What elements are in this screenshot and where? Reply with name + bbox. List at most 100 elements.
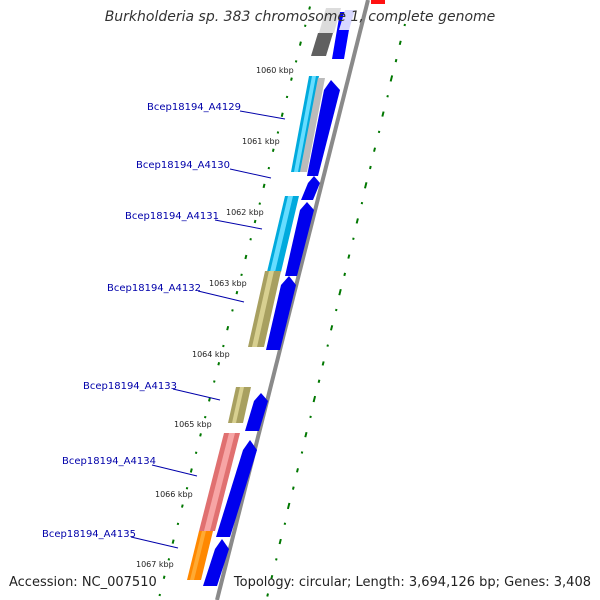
gene-feature-a4133 [232, 387, 244, 423]
gc-skew-dot [244, 254, 248, 260]
gc-skew-dot [213, 380, 216, 383]
cds-arrow [301, 176, 320, 200]
label-leader-line [239, 110, 286, 120]
gc-skew-dot [381, 111, 385, 117]
gc-skew-dot [343, 272, 347, 277]
gc-skew-dot [285, 95, 289, 99]
gc-skew-dot [329, 325, 334, 331]
gc-skew-dot [326, 344, 329, 347]
gc-skew-dot [276, 131, 280, 134]
grey-feature [311, 33, 333, 56]
gc-skew-dot [249, 237, 252, 241]
accession-text: Accession: NC_007510 [9, 575, 157, 590]
gc-skew-dot [309, 415, 312, 419]
red-feature [371, 0, 385, 4]
kbp-tick-label: 1063 kbp [209, 279, 247, 288]
cds-arrow [245, 393, 268, 431]
gc-skew-dot [389, 75, 394, 82]
gc-skew-dot [373, 147, 377, 152]
gc-skew-dot [352, 237, 355, 240]
gc-skew-dot [386, 95, 389, 98]
gc-skew-track [158, 6, 406, 597]
gc-skew-dot [167, 558, 171, 561]
cds-arrow [266, 276, 296, 350]
gene-label-a4132[interactable]: Bcep18194_A4132 [107, 283, 201, 294]
grey-feature [300, 78, 325, 172]
gc-skew-dot [335, 308, 338, 312]
gc-skew-dot [240, 273, 243, 277]
cds-arrow [307, 80, 340, 176]
label-leader-line [130, 536, 179, 549]
gc-skew-dot [303, 24, 307, 28]
grey-feature [319, 8, 341, 33]
cds-arrow [216, 440, 257, 537]
gc-skew-dot [189, 468, 193, 473]
gc-skew-dot [271, 148, 275, 153]
gc-skew-dot [258, 202, 261, 205]
gc-skew-dot [181, 504, 184, 508]
gc-skew-dot [291, 486, 295, 490]
gene-label-a4134[interactable]: Bcep18194_A4134 [62, 456, 156, 467]
kbp-tick-label: 1062 kbp [226, 208, 264, 217]
gene-label-a4131[interactable]: Bcep18194_A4131 [125, 211, 219, 222]
gc-skew-dot [162, 575, 166, 579]
gene-feature-a4134 [204, 433, 235, 531]
kbp-tick-label: 1064 kbp [192, 350, 230, 359]
gc-skew-dot [338, 288, 342, 296]
gene-label-a4133[interactable]: Bcep18194_A4133 [83, 381, 177, 392]
gene-label-a4135[interactable]: Bcep18194_A4135 [42, 529, 136, 540]
kbp-tick-label: 1065 kbp [174, 420, 212, 429]
gc-skew-dot [275, 558, 278, 561]
gc-skew-dot [222, 344, 225, 348]
gc-skew-dot [203, 415, 207, 419]
genome-backbone [215, 0, 370, 600]
kbp-tick-label: 1066 kbp [155, 490, 193, 499]
label-leader-line [229, 168, 272, 179]
gene-feature-a4129 [294, 76, 316, 172]
cds-arrow [203, 539, 229, 586]
gene-feature-a4131 [270, 196, 293, 272]
cds-arrow [285, 202, 314, 276]
gc-skew-dot [308, 6, 311, 10]
gc-skew-dot [199, 433, 202, 437]
gc-skew-dot [158, 593, 161, 597]
gc-skew-dot [347, 254, 351, 259]
gene-feature-a4135 [190, 531, 206, 580]
gc-skew-dot [304, 431, 308, 438]
gc-skew-dot [185, 487, 189, 490]
gc-skew-dot [300, 451, 304, 454]
gene-label-a4129[interactable]: Bcep18194_A4129 [147, 102, 241, 113]
cds-arrow [339, 10, 355, 30]
gc-skew-dot [403, 23, 406, 27]
gc-skew-dot [295, 468, 299, 473]
gc-skew-dot [317, 379, 321, 383]
gc-skew-dot [360, 201, 364, 205]
gc-skew-dot [217, 362, 221, 366]
label-leader-line [197, 290, 245, 303]
gc-skew-dot [394, 58, 398, 63]
kbp-tick-label: 1061 kbp [242, 137, 280, 146]
gc-skew-dot [253, 219, 257, 224]
gc-skew-dot [194, 451, 198, 454]
gc-skew-dot [267, 166, 271, 170]
gene-label-a4130[interactable]: Bcep18194_A4130 [136, 160, 230, 171]
gc-skew-dot [278, 538, 282, 545]
gc-skew-dot [377, 130, 381, 134]
gc-skew-dot [286, 502, 291, 510]
gc-skew-dot [369, 165, 372, 170]
gc-skew-dot [176, 522, 180, 526]
label-leader-line [151, 464, 198, 477]
gc-skew-dot [262, 183, 266, 189]
kbp-tick-label: 1060 kbp [256, 66, 294, 75]
gc-skew-dot [171, 539, 175, 544]
gc-skew-dot [266, 593, 269, 597]
gc-skew-dot [231, 309, 234, 312]
label-leader-line [214, 219, 263, 230]
gc-skew-dot [294, 60, 298, 63]
gc-skew-dot [398, 40, 402, 46]
gc-skew-dot [290, 77, 293, 81]
map-title: Burkholderia sp. 383 chromosome 1, compl… [104, 9, 496, 25]
gc-skew-dot [235, 290, 239, 295]
gc-skew-dot [312, 395, 317, 403]
